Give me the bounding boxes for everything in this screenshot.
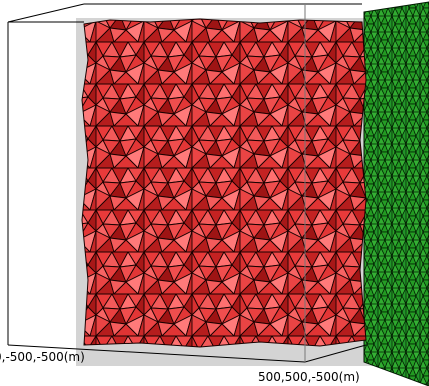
mesh-viewer: 0,-500,-500(m) 500,500,-500(m) [0, 0, 429, 386]
red-face [82, 19, 366, 347]
corner-label: 500,500,-500(m) [258, 370, 360, 384]
page: {"labels": {"origin": "0,-500,-500(m)", … [0, 0, 429, 386]
green-face [364, 2, 429, 386]
origin-label: 0,-500,-500(m) [0, 350, 85, 364]
box-edge [8, 4, 84, 22]
